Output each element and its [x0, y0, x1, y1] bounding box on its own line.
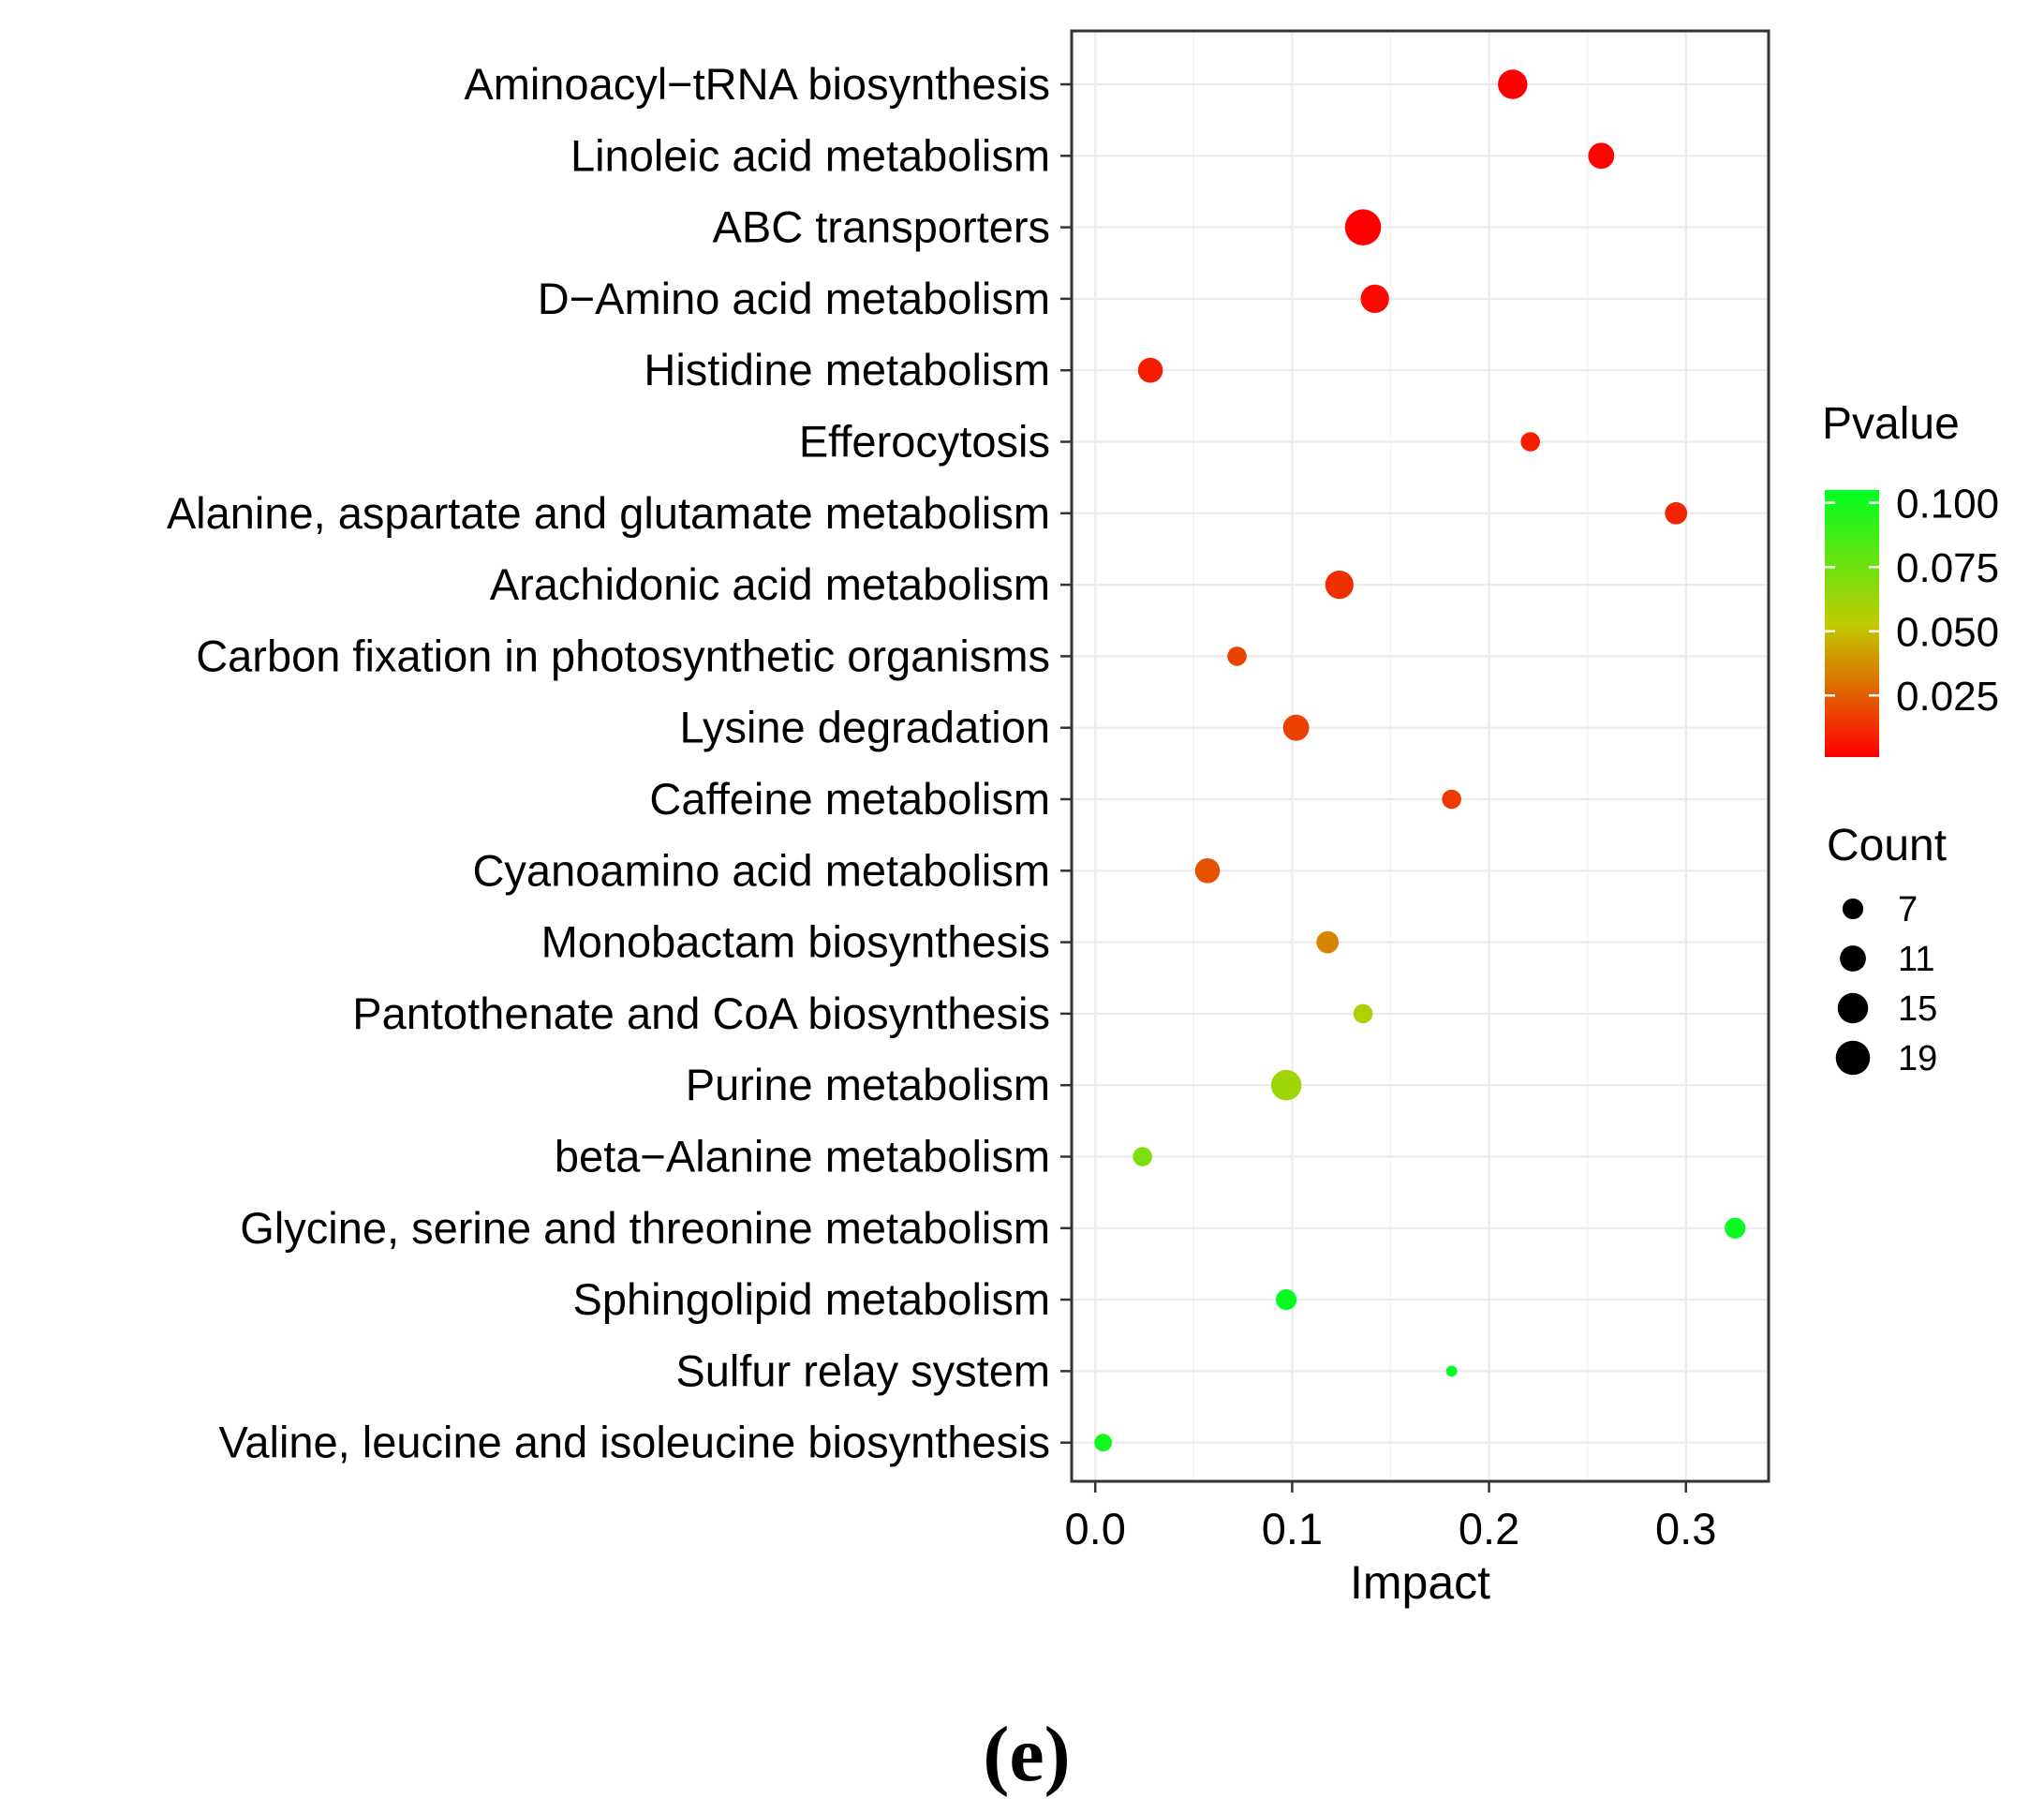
y-category-label: Carbon fixation in photosynthetic organi…: [196, 631, 1050, 680]
y-category-label: Pantothenate and CoA biosynthesis: [352, 988, 1050, 1038]
data-point: [1588, 142, 1615, 170]
colorbar-tick-label: 0.025: [1896, 674, 1999, 720]
count-legend-label: 11: [1898, 940, 1934, 979]
y-category-label: Caffeine metabolism: [649, 774, 1050, 824]
y-category-label: Histidine metabolism: [644, 345, 1050, 394]
y-category-label: Arachidonic acid metabolism: [490, 559, 1050, 609]
data-points: [1094, 69, 1746, 1452]
x-axis: 0.0 0.1 0.2 0.3: [1065, 1481, 1716, 1553]
data-point: [1520, 432, 1540, 452]
pvalue-legend-title: Pvalue: [1822, 399, 1960, 449]
y-category-label: Cyanoamino acid metabolism: [472, 845, 1050, 895]
y-category-label: Sphingolipid metabolism: [573, 1274, 1050, 1324]
x-tick-label: 0.2: [1459, 1504, 1519, 1553]
y-category-label: Lysine degradation: [680, 703, 1050, 752]
data-point: [1665, 501, 1688, 525]
plot-background: [1072, 31, 1769, 1481]
y-category-label: ABC transporters: [713, 202, 1050, 252]
y-category-label: beta−Alanine metabolism: [555, 1132, 1050, 1181]
y-category-label: Alanine, aspartate and glutamate metabol…: [167, 488, 1050, 538]
count-legend-dot: [1840, 945, 1866, 972]
y-category-label: Monobactam biosynthesis: [541, 917, 1050, 967]
panel-caption: (e): [983, 1711, 1070, 1798]
y-category-label: Valine, leucine and isoleucine biosynthe…: [219, 1418, 1050, 1467]
colorbar-tick-label: 0.075: [1896, 545, 1999, 591]
pvalue-legend: Pvalue 0.100 0.075 0.050 0.025: [1822, 399, 1999, 757]
grid-lines: [1072, 31, 1769, 1481]
x-tick-label: 0.3: [1655, 1504, 1716, 1553]
data-point: [1282, 714, 1310, 741]
count-legend-label: 19: [1898, 1039, 1937, 1078]
plot-panel: [1070, 29, 1770, 1483]
count-legend-dot: [1842, 898, 1864, 920]
data-point: [1344, 209, 1382, 245]
data-point: [1360, 284, 1389, 314]
x-tick-label: 0.0: [1065, 1504, 1126, 1553]
colorbar-tick-label: 0.050: [1896, 610, 1999, 656]
data-point: [1270, 1069, 1302, 1101]
pvalue-colorbar-ticks: 0.100 0.075 0.050 0.025: [1825, 482, 1999, 720]
pvalue-colorbar: [1825, 490, 1879, 757]
data-point: [1498, 69, 1528, 99]
y-category-label: Aminoacyl−tRNA biosynthesis: [464, 59, 1050, 109]
data-point: [1227, 646, 1247, 666]
plot-border: [1070, 29, 1770, 1483]
data-point: [1133, 1147, 1152, 1167]
y-category-label: Sulfur relay system: [675, 1345, 1050, 1395]
colorbar-tick-label: 0.100: [1896, 482, 1999, 528]
count-legend-items: 7 11 15 19: [1835, 890, 1937, 1078]
count-legend-dot: [1837, 992, 1869, 1024]
y-category-label: Purine metabolism: [686, 1060, 1050, 1109]
data-point: [1137, 357, 1163, 383]
x-tick-label: 0.1: [1262, 1504, 1323, 1553]
data-point: [1316, 930, 1340, 954]
data-point: [1325, 570, 1354, 600]
count-legend: Count 7 11 15 19: [1827, 821, 1947, 1078]
x-axis-title: Impact: [1350, 1556, 1490, 1609]
y-category-label: Glycine, serine and threonine metabolism: [240, 1203, 1050, 1253]
y-category-label: Efferocytosis: [799, 417, 1050, 467]
y-category-label: Linoleic acid metabolism: [570, 130, 1050, 180]
data-point: [1445, 1365, 1458, 1377]
count-legend-dot: [1835, 1040, 1871, 1076]
count-legend-title: Count: [1827, 821, 1947, 870]
data-point: [1725, 1217, 1746, 1239]
data-point: [1275, 1288, 1297, 1311]
y-axis: Aminoacyl−tRNA biosynthesis Linoleic acid…: [167, 59, 1072, 1467]
data-point: [1442, 789, 1461, 810]
data-point: [1353, 1003, 1373, 1024]
count-legend-label: 15: [1898, 989, 1937, 1029]
data-point: [1094, 1434, 1113, 1452]
count-legend-label: 7: [1898, 890, 1918, 929]
data-point: [1194, 858, 1221, 884]
y-category-label: D−Amino acid metabolism: [538, 274, 1050, 323]
